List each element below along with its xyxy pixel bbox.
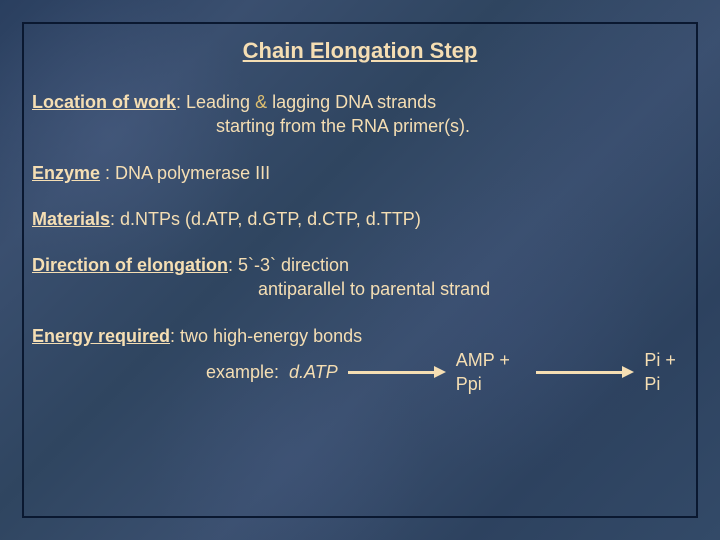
location-line1-pre: : Leading (176, 92, 255, 112)
energy-line1: : two high-energy bonds (170, 326, 362, 346)
energy-block: Energy required: two high-energy bonds e… (32, 324, 688, 397)
materials-block: Materials: d.NTPs (d.ATP, d.GTP, d.CTP, … (32, 207, 688, 231)
direction-line2: antiparallel to parental strand (32, 277, 688, 301)
location-label: Location of work (32, 92, 176, 112)
arrow-icon (348, 366, 446, 378)
arrow-icon (536, 366, 634, 378)
enzyme-value-pre: DNA polymerase (115, 163, 255, 183)
energy-example-line: example: d.ATP AMP + Ppi Pi + Pi (32, 348, 688, 397)
materials-value: : d.NTPs (d.ATP, d.GTP, d.CTP, d.TTP) (110, 209, 421, 229)
materials-label: Materials (32, 209, 110, 229)
energy-example-label: example: (206, 360, 279, 384)
content-frame: Chain Elongation Step Location of work: … (22, 22, 698, 518)
location-block: Location of work: Leading & lagging DNA … (32, 90, 688, 139)
location-line1-post: lagging DNA strands (267, 92, 436, 112)
ampersand: & (255, 92, 267, 112)
direction-line1: : 5`-3` direction (228, 255, 349, 275)
enzyme-sep: : (100, 163, 115, 183)
energy-term1: d.ATP (289, 360, 338, 384)
arrow-shaft (536, 371, 622, 374)
enzyme-label: Enzyme (32, 163, 100, 183)
energy-term3: Pi + Pi (644, 348, 688, 397)
arrow-head-icon (622, 366, 634, 378)
arrow-shaft (348, 371, 434, 374)
energy-term2: AMP + Ppi (456, 348, 527, 397)
enzyme-block: Enzyme : DNA polymerase III (32, 161, 688, 185)
slide-title: Chain Elongation Step (32, 38, 688, 64)
location-line2: starting from the RNA primer(s). (32, 114, 688, 138)
direction-label: Direction of elongation (32, 255, 228, 275)
energy-label: Energy required (32, 326, 170, 346)
direction-block: Direction of elongation: 5`-3` direction… (32, 253, 688, 302)
enzyme-value-num: III (255, 163, 270, 183)
arrow-head-icon (434, 366, 446, 378)
